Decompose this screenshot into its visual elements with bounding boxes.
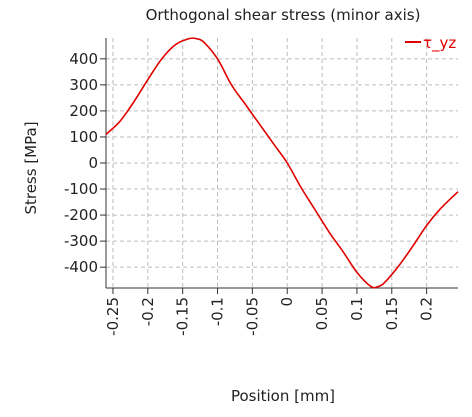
- y-tick-label: 0: [88, 154, 98, 172]
- y-axis-ticks: 400 300 200 100 0 -100 -200 -300 -400: [64, 50, 106, 276]
- x-tick-label: 0.1: [348, 297, 366, 321]
- y-axis-label: Stress [MPa]: [22, 121, 40, 214]
- chart-title: Orthogonal shear stress (minor axis): [146, 6, 421, 24]
- series-line: [105, 37, 459, 289]
- grid-lines: [106, 38, 458, 288]
- x-tick-label: 0.15: [383, 297, 401, 330]
- y-tick-label: 300: [69, 76, 98, 94]
- legend-label: τ_yz: [423, 34, 456, 53]
- series-layer: [105, 37, 459, 289]
- y-tick-label: 200: [69, 102, 98, 120]
- y-tick-label: -400: [64, 258, 98, 276]
- x-tick-label: -0.1: [209, 297, 227, 326]
- y-tick-label: 100: [69, 128, 98, 146]
- y-tick-label: -100: [64, 180, 98, 198]
- x-axis-label: Position [mm]: [231, 387, 335, 405]
- x-tick-label: -0.25: [104, 297, 122, 336]
- legend: τ_yz: [405, 34, 456, 53]
- y-tick-label: -300: [64, 232, 98, 250]
- x-tick-label: -0.15: [174, 297, 192, 336]
- x-axis-ticks: -0.25 -0.2 -0.15 -0.1 -0.05 0 0.05 0.1 0.15 0.2: [104, 288, 436, 336]
- x-tick-label: 0.2: [418, 297, 436, 321]
- y-tick-label: 400: [69, 50, 98, 68]
- x-tick-label: -0.2: [139, 297, 157, 326]
- y-tick-label: -200: [64, 206, 98, 224]
- x-tick-label: 0.05: [313, 297, 331, 330]
- x-tick-label: -0.05: [243, 297, 261, 336]
- x-tick-label: 0: [278, 297, 296, 307]
